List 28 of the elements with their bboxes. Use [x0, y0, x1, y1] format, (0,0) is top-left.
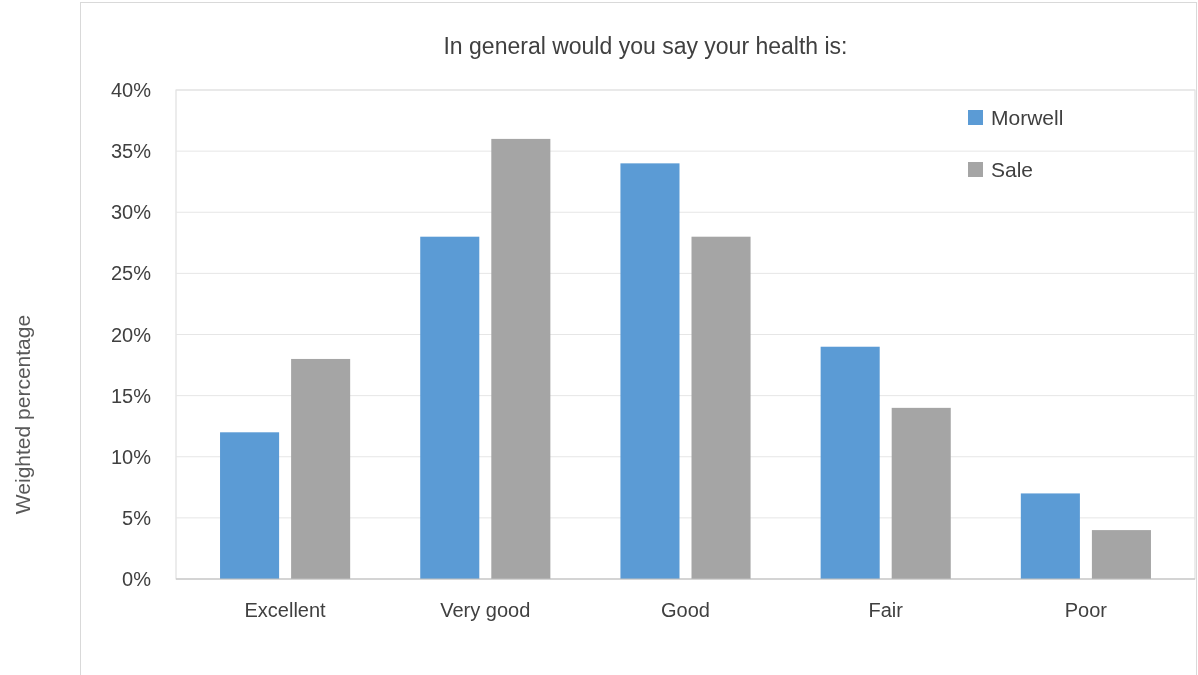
- bar: [491, 138, 551, 579]
- y-tick-label: 35%: [110, 140, 152, 163]
- x-tick-label: Excellent: [244, 599, 327, 621]
- y-tick-label: 40%: [110, 79, 152, 101]
- x-tick-label: Very good: [440, 599, 531, 621]
- y-axis-title: Weighted percentage: [11, 314, 34, 515]
- bar: [620, 163, 680, 579]
- y-tick-label: 5%: [122, 506, 152, 529]
- bar: [1091, 530, 1151, 579]
- x-tick-label: Fair: [868, 599, 904, 621]
- x-tick-label: Poor: [1064, 599, 1108, 621]
- x-tick-label: Good: [661, 599, 710, 621]
- chart-title: In general would you say your health is:: [443, 33, 848, 59]
- y-tick-label: 30%: [110, 201, 152, 224]
- bar: [1020, 493, 1080, 579]
- y-tick-label: 15%: [110, 384, 152, 407]
- bar: [220, 432, 280, 579]
- y-tick-label: 25%: [110, 262, 152, 285]
- bar: [891, 407, 951, 579]
- legend-label: Morwell: [991, 106, 1064, 130]
- bar: [691, 236, 751, 579]
- y-tick-label: 0%: [122, 568, 152, 590]
- legend-label: Sale: [991, 158, 1034, 182]
- y-tick-label: 20%: [110, 323, 152, 346]
- bar: [820, 346, 880, 579]
- bar: [420, 236, 480, 579]
- y-tick-label: 10%: [110, 445, 152, 468]
- bar: [291, 358, 351, 579]
